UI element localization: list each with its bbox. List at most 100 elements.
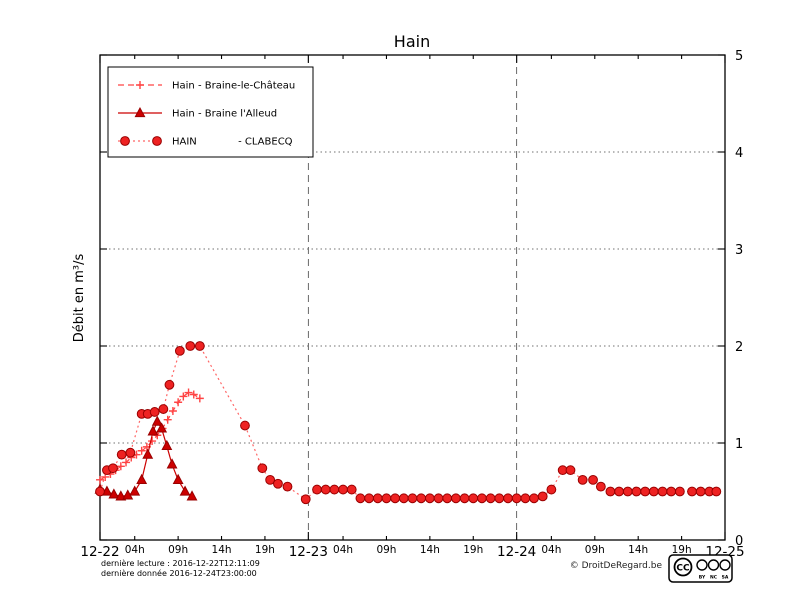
x-minor-tick-label: 04h — [541, 544, 561, 556]
y-tick-label: 0 — [735, 534, 743, 549]
cc-license-badge: CC BY NC SA — [668, 554, 733, 583]
cc-nc-icon — [707, 559, 720, 571]
series-1 — [94, 415, 198, 501]
series-2 — [95, 341, 722, 505]
plus-marker-icon — [148, 437, 157, 446]
plus-marker-icon — [163, 415, 172, 424]
circle-marker-icon — [520, 493, 531, 504]
chart-title: Hain — [394, 32, 430, 51]
circle-marker-icon — [546, 484, 557, 495]
y-tick-label: 4 — [735, 146, 743, 161]
circle-marker-icon — [674, 486, 685, 497]
circle-marker-icon — [614, 486, 624, 497]
circle-marker-icon — [346, 484, 357, 495]
circle-marker-icon — [529, 493, 539, 504]
triangle-marker-icon — [108, 488, 120, 499]
triangle-marker-icon — [156, 422, 168, 433]
circle-marker-icon — [537, 491, 548, 502]
circle-marker-icon — [149, 407, 160, 417]
x-minor-tick-label: 04h — [333, 544, 353, 556]
x-minor-tick-label: 19h — [255, 544, 275, 556]
legend-label: Hain - Braine-le-Château — [172, 80, 295, 92]
last-reading-text: dernière lecture : 2016-12-22T12:11:09 — [101, 558, 260, 568]
circle-marker-icon — [355, 493, 366, 504]
x-major-tick-label: 12-23 — [289, 544, 328, 560]
triangle-marker-icon — [147, 425, 159, 436]
circle-marker-icon — [595, 481, 606, 492]
cc-sa-icon — [719, 559, 731, 571]
plus-marker-icon — [179, 392, 188, 401]
cc-nc-label: NC — [710, 575, 718, 581]
circle-marker-icon — [381, 493, 392, 504]
circle-marker-icon — [116, 449, 127, 460]
plus-marker-icon — [184, 388, 193, 397]
circle-marker-icon — [407, 493, 418, 504]
legend-label: HAIN - CLABECQ — [172, 137, 293, 148]
x-minor-tick-label: 09h — [168, 544, 188, 556]
plot-frame — [99, 54, 726, 541]
circle-marker-icon — [329, 484, 340, 495]
circle-marker-icon — [300, 494, 311, 505]
x-minor-tick-label: 19h — [463, 544, 483, 556]
x-minor-tick-label: 14h — [212, 544, 232, 556]
circle-marker-icon — [442, 493, 453, 504]
circle-marker-icon — [282, 481, 293, 492]
circle-marker-icon — [390, 493, 401, 504]
plus-marker-icon — [189, 390, 198, 399]
circle-marker-icon — [588, 474, 598, 485]
plus-marker-icon — [116, 462, 125, 471]
circle-marker-icon — [657, 486, 668, 497]
y-tick-label: 2 — [735, 340, 743, 355]
plus-marker-icon — [137, 446, 146, 455]
triangle-marker-icon — [186, 490, 198, 501]
series-line — [99, 420, 193, 498]
plus-marker-icon — [96, 475, 104, 484]
circle-marker-icon — [622, 486, 633, 497]
circle-marker-icon — [364, 493, 374, 504]
circle-marker-icon — [666, 486, 677, 497]
circle-marker-icon — [416, 493, 427, 504]
plus-marker-icon — [168, 406, 177, 415]
y-axis-label: Débit en m³/s — [72, 254, 87, 343]
legend-entry: Hain - Braine-le-Château — [118, 80, 295, 92]
circle-marker-icon — [265, 474, 276, 485]
legend-label: Hain - Braine l'Alleud — [172, 109, 277, 120]
circle-marker-icon — [494, 493, 505, 504]
circle-marker-icon — [338, 484, 348, 495]
circle-marker-icon — [433, 493, 444, 504]
triangle-marker-icon — [151, 415, 163, 426]
circle-marker-icon — [640, 486, 651, 497]
triangle-marker-icon — [161, 439, 173, 451]
x-major-tick-label: 12-22 — [80, 544, 119, 560]
legend-entry: Hain - Braine l'Alleud — [118, 106, 277, 120]
circle-marker-icon — [120, 136, 130, 146]
y-tick-label: 3 — [735, 243, 743, 258]
plus-marker-icon — [174, 398, 183, 407]
circle-marker-icon — [631, 486, 642, 497]
data-series-layer — [94, 341, 722, 505]
circle-marker-icon — [503, 493, 513, 504]
cc-by-label: BY — [699, 575, 706, 581]
x-minor-tick-label: 04h — [125, 544, 145, 556]
circle-marker-icon — [695, 486, 706, 497]
series-line — [99, 345, 717, 501]
circle-marker-icon — [605, 486, 616, 497]
cc-sa-label: SA — [722, 575, 729, 581]
x-minor-tick-label: 19h — [672, 544, 692, 556]
circle-marker-icon — [320, 484, 331, 495]
x-major-tick-label: 12-24 — [497, 544, 536, 560]
circle-marker-icon — [240, 420, 250, 431]
circle-marker-icon — [194, 341, 205, 351]
circle-marker-icon — [424, 493, 435, 504]
circle-marker-icon — [477, 493, 487, 504]
circle-marker-icon — [565, 465, 576, 476]
circle-marker-icon — [185, 341, 196, 351]
cc-logo-circle-icon — [673, 557, 693, 577]
circle-marker-icon — [485, 493, 496, 504]
x-minor-tick-label: 09h — [585, 544, 605, 556]
circle-marker-icon — [372, 493, 383, 504]
circle-marker-icon — [174, 345, 185, 356]
cc-by-icon — [696, 559, 708, 571]
